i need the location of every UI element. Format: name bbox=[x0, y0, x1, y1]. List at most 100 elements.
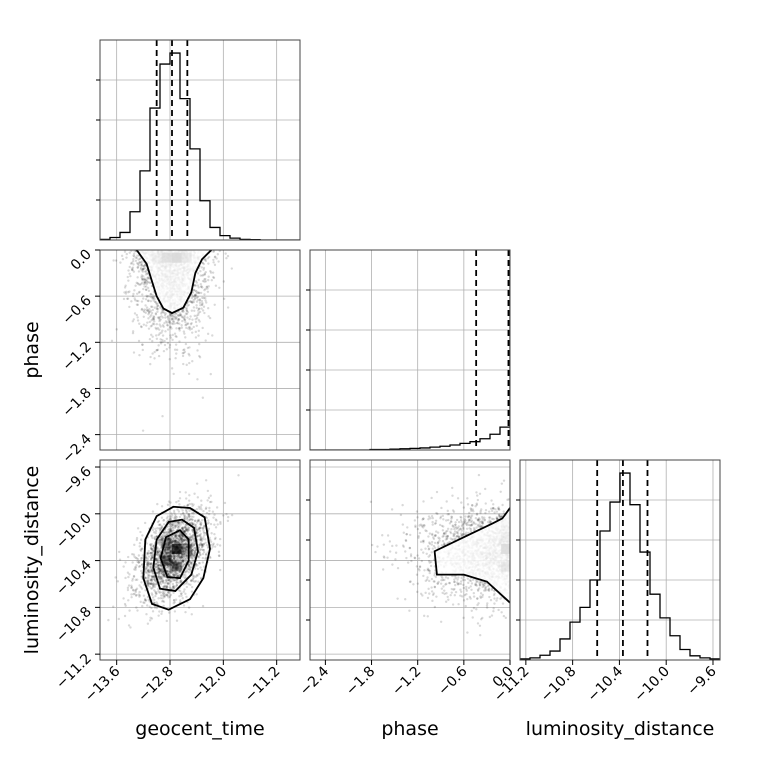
sample-point bbox=[171, 318, 174, 321]
sample-point bbox=[152, 315, 156, 318]
sample-point bbox=[148, 320, 151, 324]
sample-point bbox=[216, 523, 219, 526]
sample-point bbox=[156, 308, 160, 311]
sample-point bbox=[178, 533, 181, 536]
sample-point bbox=[152, 544, 155, 548]
sample-point bbox=[136, 282, 139, 285]
sample-point bbox=[158, 538, 162, 541]
sample-point bbox=[198, 310, 202, 314]
sample-point bbox=[147, 576, 150, 580]
sample-point bbox=[146, 286, 150, 290]
sample-point bbox=[185, 581, 189, 584]
sample-point bbox=[187, 499, 191, 502]
sample-point bbox=[194, 547, 197, 550]
sample-point bbox=[141, 429, 145, 432]
sample-point bbox=[150, 548, 154, 551]
sample-point bbox=[164, 544, 168, 547]
sample-point bbox=[151, 352, 154, 355]
sample-point bbox=[156, 559, 159, 562]
sample-point bbox=[149, 299, 153, 303]
sample-point bbox=[468, 519, 471, 522]
sample-point bbox=[185, 306, 188, 310]
sample-point bbox=[185, 585, 189, 589]
sample-point bbox=[198, 543, 201, 547]
sample-point bbox=[177, 539, 180, 542]
sample-point bbox=[150, 547, 153, 550]
sample-point bbox=[181, 549, 185, 552]
sample-point bbox=[182, 575, 185, 579]
sample-point bbox=[180, 553, 183, 556]
sample-point bbox=[152, 584, 156, 587]
sample-point bbox=[187, 372, 191, 376]
sample-point bbox=[164, 550, 167, 553]
sample-point bbox=[186, 503, 190, 507]
sample-point bbox=[174, 317, 178, 321]
sample-point bbox=[179, 556, 182, 559]
sample-point bbox=[177, 314, 180, 317]
sample-point bbox=[166, 546, 170, 550]
sample-point bbox=[183, 538, 186, 542]
sample-point bbox=[147, 311, 151, 314]
sample-point bbox=[190, 301, 194, 304]
sample-point bbox=[194, 294, 198, 297]
sample-point bbox=[140, 300, 144, 303]
sample-point bbox=[147, 299, 150, 302]
sample-point bbox=[169, 541, 173, 545]
sample-point bbox=[166, 582, 169, 585]
sample-point bbox=[164, 549, 167, 552]
sample-point bbox=[163, 574, 166, 577]
sample-point bbox=[185, 497, 188, 500]
sample-point bbox=[182, 554, 186, 557]
sample-point bbox=[135, 536, 139, 540]
sample-point bbox=[180, 539, 184, 542]
sample-point bbox=[188, 346, 191, 349]
sample-point bbox=[497, 515, 501, 518]
sample-point bbox=[196, 496, 200, 499]
sample-point bbox=[138, 261, 141, 264]
sample-point bbox=[182, 545, 186, 548]
sample-point bbox=[170, 314, 173, 317]
sample-point bbox=[153, 357, 156, 360]
sample-point bbox=[422, 500, 425, 503]
sample-point bbox=[143, 601, 146, 605]
sample-point bbox=[199, 553, 202, 556]
sample-point bbox=[199, 282, 203, 286]
sample-point bbox=[189, 299, 192, 303]
sample-point bbox=[203, 273, 207, 276]
sample-point bbox=[178, 556, 181, 559]
sample-point bbox=[207, 262, 210, 265]
sample-point bbox=[461, 533, 464, 537]
sample-point bbox=[146, 299, 150, 303]
sample-point bbox=[175, 556, 178, 559]
sample-point bbox=[161, 536, 164, 539]
sample-point bbox=[164, 531, 167, 534]
sample-point bbox=[172, 536, 175, 539]
sample-point bbox=[184, 342, 188, 346]
sample-point bbox=[146, 581, 149, 584]
sample-point bbox=[123, 614, 127, 618]
sample-point bbox=[131, 320, 135, 323]
sample-point bbox=[169, 538, 173, 541]
sample-point bbox=[182, 351, 185, 355]
sample-point bbox=[146, 561, 149, 565]
sample-point bbox=[183, 350, 187, 354]
sample-point bbox=[180, 314, 183, 317]
sample-point bbox=[166, 549, 169, 552]
sample-point bbox=[162, 599, 165, 603]
sample-point bbox=[172, 525, 175, 528]
sample-point bbox=[205, 516, 209, 520]
sample-point bbox=[191, 522, 195, 526]
sample-point bbox=[142, 267, 145, 270]
sample-point bbox=[151, 575, 155, 579]
sample-point bbox=[130, 250, 133, 253]
sample-point bbox=[152, 576, 156, 579]
sample-point bbox=[134, 566, 137, 569]
sample-point bbox=[159, 342, 163, 345]
sample-point bbox=[213, 537, 217, 541]
sample-point bbox=[200, 499, 203, 502]
sample-point bbox=[162, 553, 166, 556]
sample-point bbox=[175, 521, 178, 524]
sample-point bbox=[165, 619, 168, 623]
sample-point bbox=[167, 532, 171, 535]
sample-point bbox=[176, 525, 180, 529]
